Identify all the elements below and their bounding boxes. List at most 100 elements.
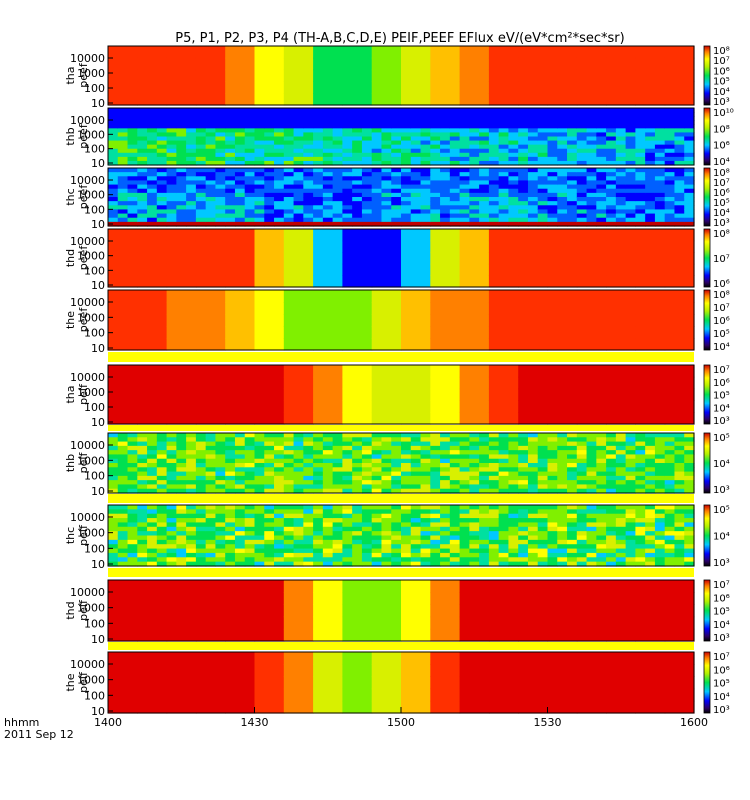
heat-cell	[176, 548, 187, 554]
heat-cell	[459, 69, 490, 82]
heat-cell	[283, 124, 295, 129]
heat-cell	[361, 480, 373, 486]
panel-frame	[107, 167, 695, 227]
heat-cell	[234, 513, 246, 519]
heat-cell	[254, 217, 265, 223]
heat-cell	[313, 93, 343, 106]
heat-cell	[195, 205, 207, 211]
heat-cell	[576, 140, 588, 146]
heat-cell	[440, 454, 451, 460]
heat-cell	[518, 458, 529, 464]
heat-cell	[625, 136, 636, 142]
heat-cell	[127, 221, 138, 227]
heat-cell	[186, 201, 197, 206]
heat-cell	[361, 136, 373, 142]
heat-cell	[488, 505, 500, 510]
heat-cell	[430, 229, 461, 242]
heat-cell	[537, 544, 549, 550]
heat-cell	[156, 213, 168, 219]
heat-cell	[547, 108, 558, 113]
heat-cell	[430, 454, 441, 460]
heat-cell	[664, 172, 676, 177]
heat-cell	[234, 445, 246, 451]
heat-cell	[215, 136, 226, 142]
heat-cell	[518, 120, 529, 125]
heat-cell	[108, 290, 138, 303]
heat-cell	[674, 509, 685, 515]
heat-cell	[215, 160, 226, 166]
heat-cell	[567, 132, 578, 138]
heat-cell	[147, 522, 158, 528]
heat-cell	[195, 176, 207, 182]
heat-cell	[498, 188, 510, 194]
heat-cell	[635, 176, 646, 182]
heat-cell	[371, 217, 383, 223]
heat-cell	[401, 144, 412, 150]
heat-cell	[137, 197, 148, 202]
heat-cell	[410, 160, 422, 166]
heat-cell	[215, 205, 226, 211]
heat-cell	[234, 136, 246, 142]
heat-cell	[371, 263, 402, 276]
heat-cell	[674, 445, 685, 451]
heat-cell	[635, 454, 646, 460]
heat-cell	[293, 184, 304, 190]
heat-cell	[234, 124, 246, 129]
heat-cell	[488, 676, 519, 690]
heat-cell	[225, 252, 256, 265]
heat-cell	[303, 184, 314, 190]
heat-cell	[645, 108, 656, 113]
heat-cell	[615, 209, 627, 215]
heat-cell	[635, 240, 666, 253]
heat-cell	[469, 112, 480, 117]
heat-cell	[440, 522, 451, 528]
heat-cell	[596, 197, 607, 202]
heat-cell	[606, 124, 617, 129]
heat-cell	[606, 197, 617, 202]
heat-cell	[264, 136, 275, 142]
heat-cell	[547, 221, 558, 227]
heat-cell	[518, 445, 529, 451]
heat-cell	[596, 463, 607, 468]
heat-cell	[469, 108, 480, 113]
heat-cell	[293, 160, 304, 166]
heat-cell	[518, 522, 529, 528]
heat-cell	[654, 168, 666, 173]
heat-cell	[557, 217, 568, 223]
heat-cell	[352, 467, 363, 473]
heat-cell	[430, 140, 441, 146]
heat-cell	[469, 471, 480, 477]
heat-cell	[440, 180, 451, 186]
heat-cell	[371, 229, 402, 242]
heat-cell	[567, 544, 578, 550]
heat-cell	[527, 176, 539, 182]
heat-cell	[215, 522, 226, 528]
heat-cell	[176, 522, 187, 528]
heat-cell	[430, 509, 441, 515]
heat-cell	[479, 221, 490, 227]
heat-cell	[381, 136, 392, 142]
heat-cell	[342, 290, 373, 303]
heat-cell	[381, 544, 392, 550]
heat-cell	[371, 290, 402, 303]
panel-frame	[107, 504, 695, 567]
heat-cell	[410, 148, 422, 154]
heat-cell	[547, 463, 558, 468]
heat-cell	[576, 263, 607, 276]
heat-cell	[322, 480, 334, 486]
heat-cell	[274, 180, 285, 186]
heat-cell	[567, 172, 578, 177]
heat-cell	[586, 539, 597, 545]
heat-cell	[225, 488, 236, 494]
heat-cell	[117, 535, 129, 541]
heat-cell	[606, 652, 636, 665]
heat-cell	[283, 252, 314, 265]
heat-cell	[108, 217, 119, 223]
heat-cell	[518, 616, 549, 630]
y-tick-label: 1000	[77, 67, 105, 80]
heat-cell	[567, 475, 578, 481]
heat-cell	[371, 108, 383, 113]
heat-cell	[508, 188, 519, 194]
heat-cell	[557, 140, 568, 146]
heat-cell	[156, 450, 168, 456]
